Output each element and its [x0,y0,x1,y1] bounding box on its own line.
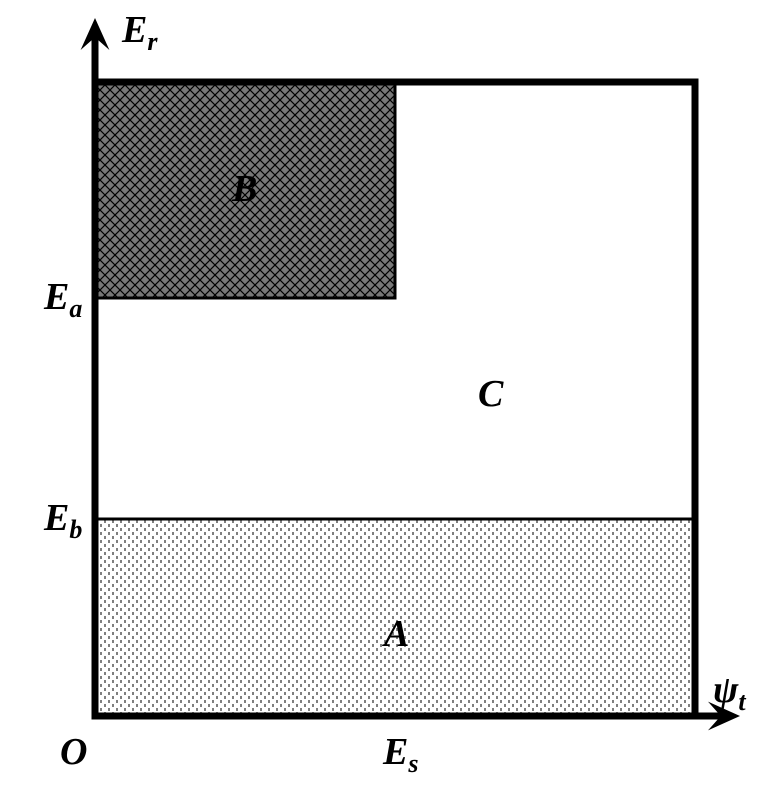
region-c-label: C [478,373,504,415]
es-label: Es [382,731,418,778]
eb-label: Eb [43,497,82,544]
ea-label: Ea [43,276,82,323]
region-a-label: A [382,613,409,655]
y-axis-label: Er [121,9,158,56]
x-axis-label: ψt [713,669,746,716]
origin-label: O [60,731,87,773]
region-b-label: B [231,168,257,210]
